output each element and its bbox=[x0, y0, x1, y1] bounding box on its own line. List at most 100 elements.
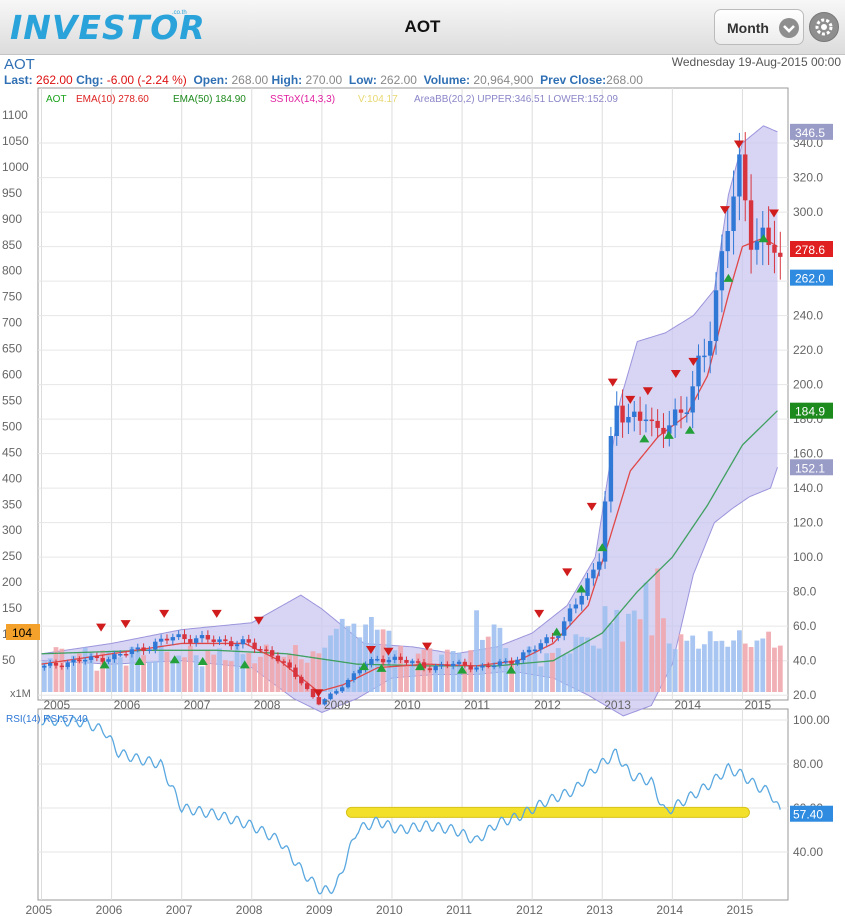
sell-signal-marker bbox=[313, 689, 324, 698]
volume-tick-label: 200 bbox=[2, 575, 22, 589]
top-bar: INVESTOR .co.th AOT Month bbox=[0, 0, 845, 55]
volume-bar bbox=[538, 666, 544, 692]
candle-body bbox=[310, 688, 316, 698]
buy-signal-marker bbox=[663, 430, 674, 439]
candle-body bbox=[71, 659, 76, 663]
candle-body bbox=[170, 637, 176, 641]
candle-body bbox=[760, 227, 765, 242]
sell-signal-marker bbox=[159, 609, 170, 618]
volume-bar bbox=[474, 610, 479, 692]
volume-tick-label: 1000 bbox=[2, 160, 29, 174]
volume-bar bbox=[555, 648, 561, 692]
legend-aot: AOT bbox=[46, 94, 67, 105]
volume-bar bbox=[82, 647, 88, 692]
candle-body bbox=[328, 693, 333, 700]
buy-signal-marker bbox=[169, 655, 180, 664]
volume-value: 20,964,900 bbox=[473, 73, 534, 87]
buy-signal-marker bbox=[376, 663, 387, 672]
candle-body bbox=[211, 639, 216, 642]
volume-bar bbox=[614, 609, 620, 692]
volume-bar bbox=[415, 653, 421, 692]
sell-signal-marker bbox=[642, 387, 653, 396]
candle-body bbox=[661, 427, 666, 434]
buy-signal-marker bbox=[597, 543, 608, 552]
volume-bar bbox=[404, 663, 409, 692]
year-label: 2014 bbox=[674, 698, 701, 712]
candle-body bbox=[725, 231, 730, 252]
volume-bar bbox=[164, 651, 170, 692]
legend-sstox: SSToX(14,3,3) bbox=[270, 94, 335, 105]
volume-bar bbox=[754, 640, 760, 692]
candle-body bbox=[47, 662, 53, 666]
volume-bar bbox=[643, 582, 649, 692]
year-label: 2006 bbox=[96, 903, 123, 916]
candle-body bbox=[778, 252, 783, 257]
year-label: 2007 bbox=[166, 903, 193, 916]
volume-bar bbox=[737, 630, 742, 692]
price-badge-label: 184.9 bbox=[795, 405, 825, 419]
volume-tick-label: 850 bbox=[2, 238, 22, 252]
price-badge-label: 278.6 bbox=[795, 243, 825, 257]
volume-bar bbox=[742, 643, 748, 692]
candle-body bbox=[667, 425, 672, 434]
legend-areabb: AreaBB(20,2) UPPER:346.51 LOWER:152.09 bbox=[414, 94, 618, 105]
candle-body bbox=[421, 662, 427, 669]
price-badge-label: 152.1 bbox=[795, 461, 825, 475]
year-label: 2014 bbox=[656, 903, 683, 916]
buy-signal-marker bbox=[99, 660, 110, 669]
rsi-highlight-stroke bbox=[345, 806, 750, 818]
volume-bar bbox=[246, 653, 252, 692]
candle-body bbox=[748, 200, 754, 250]
volume-bar bbox=[94, 670, 100, 692]
candle-body bbox=[118, 653, 123, 656]
year-label: 2012 bbox=[534, 698, 561, 712]
year-label: 2012 bbox=[516, 903, 543, 916]
volume-bar bbox=[520, 656, 526, 692]
volume-bar bbox=[211, 654, 217, 692]
volume-bar bbox=[585, 637, 590, 692]
volume-tick-label: 900 bbox=[2, 212, 22, 226]
candle-body bbox=[223, 639, 228, 642]
volume-bar bbox=[193, 655, 199, 692]
volume-tick-label: 1100 bbox=[2, 108, 28, 122]
year-label: 2011 bbox=[464, 698, 490, 712]
volume-tick-label: 450 bbox=[2, 445, 22, 459]
volume-bar bbox=[65, 664, 71, 692]
rsi-tick-label: 40.00 bbox=[793, 845, 823, 859]
rsi-tick-label: 80.00 bbox=[793, 757, 823, 771]
volume-tick-label: 600 bbox=[2, 368, 22, 382]
volume-bar bbox=[573, 634, 579, 692]
year-label: 2006 bbox=[114, 698, 141, 712]
volume-bar bbox=[88, 652, 94, 692]
volume-bar bbox=[649, 635, 655, 692]
candle-body bbox=[199, 635, 205, 639]
symbol-label: AOT bbox=[4, 56, 35, 73]
volume-bar bbox=[748, 647, 754, 692]
volume-bar bbox=[631, 610, 637, 692]
volume-bar bbox=[135, 650, 141, 692]
price-tick-label: 300.0 bbox=[793, 205, 823, 219]
rsi-badge bbox=[790, 805, 833, 822]
candle-body bbox=[369, 659, 374, 665]
prev-close-value: 268.00 bbox=[606, 73, 643, 87]
period-selector[interactable]: Month bbox=[714, 9, 804, 45]
investor-logo[interactable]: INVESTOR bbox=[10, 8, 206, 47]
volume-bar bbox=[129, 646, 135, 692]
candle-body bbox=[53, 662, 59, 666]
volume-bar bbox=[100, 650, 106, 692]
candle-body bbox=[591, 569, 596, 579]
candle-body bbox=[304, 683, 310, 689]
volume-bar bbox=[310, 651, 316, 692]
gear-icon[interactable] bbox=[809, 12, 839, 42]
candle-body bbox=[380, 659, 386, 663]
candle-body bbox=[193, 638, 199, 643]
candle-body bbox=[521, 652, 526, 661]
candle-body bbox=[573, 604, 579, 609]
candle-body bbox=[334, 691, 339, 694]
volume-bar bbox=[222, 660, 228, 692]
candle-body bbox=[515, 660, 520, 664]
volume-bar bbox=[725, 646, 731, 692]
volume-bar bbox=[339, 618, 345, 692]
candle-body bbox=[386, 659, 392, 663]
